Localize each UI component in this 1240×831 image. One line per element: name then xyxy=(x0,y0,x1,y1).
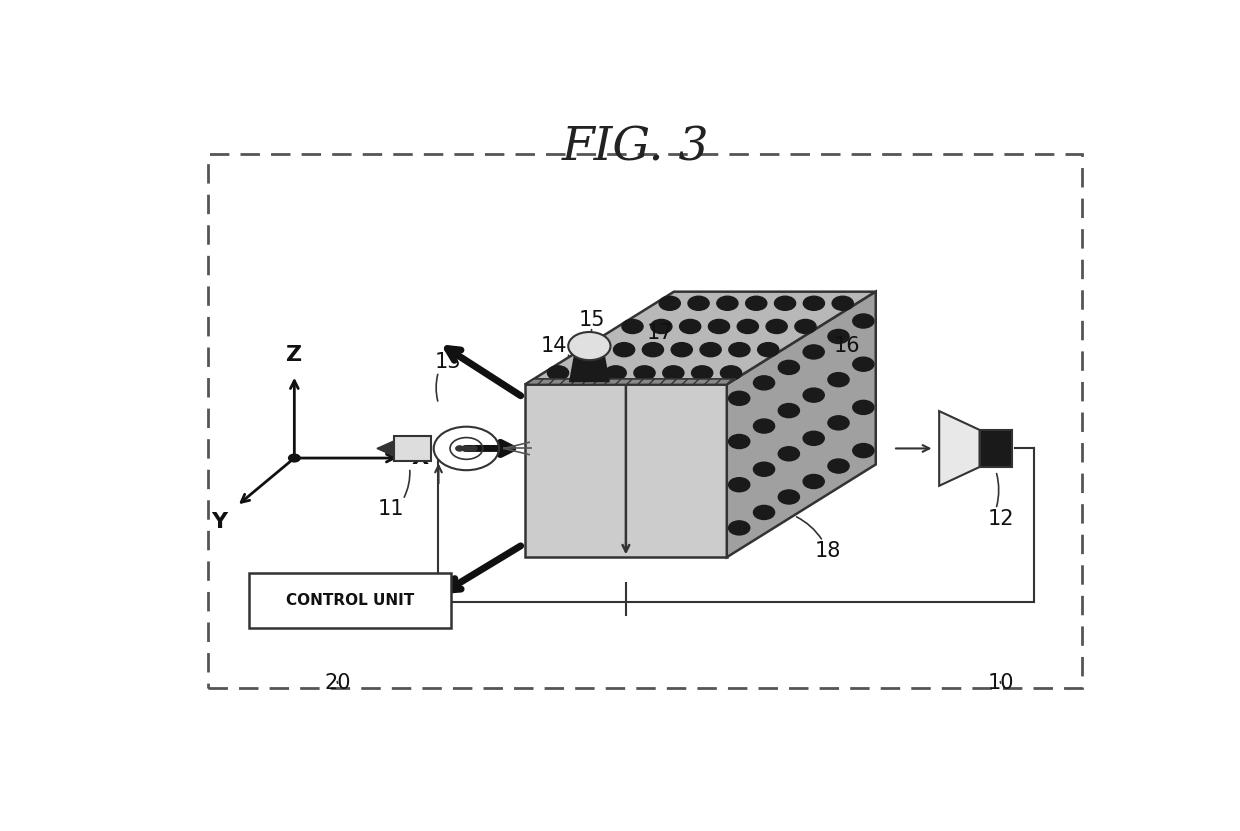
Circle shape xyxy=(708,319,729,333)
Text: 20: 20 xyxy=(325,673,351,693)
Circle shape xyxy=(577,366,598,380)
Circle shape xyxy=(614,342,635,356)
Circle shape xyxy=(853,444,874,458)
Circle shape xyxy=(828,416,849,430)
Circle shape xyxy=(738,319,759,333)
Circle shape xyxy=(804,388,825,402)
Bar xyxy=(980,430,1012,467)
Text: 13: 13 xyxy=(435,352,461,372)
Circle shape xyxy=(680,319,701,333)
Circle shape xyxy=(832,296,853,310)
Circle shape xyxy=(729,521,750,535)
Polygon shape xyxy=(727,292,875,558)
Circle shape xyxy=(779,490,800,504)
Circle shape xyxy=(804,431,825,445)
Circle shape xyxy=(745,296,766,310)
Circle shape xyxy=(642,342,663,356)
Circle shape xyxy=(585,342,606,356)
Circle shape xyxy=(853,401,874,415)
Circle shape xyxy=(754,419,775,433)
Circle shape xyxy=(671,342,692,356)
Circle shape xyxy=(289,455,300,462)
Circle shape xyxy=(717,296,738,310)
Circle shape xyxy=(688,296,709,310)
Polygon shape xyxy=(525,379,735,385)
Text: Z: Z xyxy=(286,345,303,366)
Text: 16: 16 xyxy=(833,336,861,356)
Circle shape xyxy=(622,319,644,333)
Circle shape xyxy=(692,366,713,380)
Text: FIG. 3: FIG. 3 xyxy=(562,125,709,170)
Text: 14: 14 xyxy=(541,336,567,356)
Circle shape xyxy=(456,446,464,451)
Circle shape xyxy=(754,376,775,390)
Circle shape xyxy=(729,435,750,449)
Text: 10: 10 xyxy=(987,673,1014,693)
Text: 15: 15 xyxy=(579,311,605,331)
Text: 17: 17 xyxy=(646,323,673,343)
Circle shape xyxy=(720,366,742,380)
Circle shape xyxy=(804,345,825,359)
Circle shape xyxy=(660,296,681,310)
Polygon shape xyxy=(525,292,875,385)
Text: 18: 18 xyxy=(815,541,841,561)
Circle shape xyxy=(651,319,672,333)
Circle shape xyxy=(701,342,722,356)
Circle shape xyxy=(469,446,477,451)
Circle shape xyxy=(804,296,825,310)
Circle shape xyxy=(828,459,849,473)
Circle shape xyxy=(729,391,750,406)
Circle shape xyxy=(754,462,775,476)
Circle shape xyxy=(766,319,787,333)
Circle shape xyxy=(634,366,655,380)
Circle shape xyxy=(853,357,874,371)
Bar xyxy=(394,436,430,460)
Circle shape xyxy=(779,404,800,418)
Circle shape xyxy=(662,366,684,380)
Circle shape xyxy=(779,361,800,375)
Circle shape xyxy=(754,505,775,519)
Circle shape xyxy=(828,372,849,386)
Text: X: X xyxy=(412,448,429,468)
Text: 12: 12 xyxy=(987,509,1014,529)
Circle shape xyxy=(463,446,470,451)
Text: Y: Y xyxy=(211,513,227,533)
Text: 11: 11 xyxy=(377,499,404,519)
Polygon shape xyxy=(939,411,980,486)
Circle shape xyxy=(775,296,796,310)
Circle shape xyxy=(804,475,825,489)
Polygon shape xyxy=(377,440,394,456)
Circle shape xyxy=(547,366,569,380)
Polygon shape xyxy=(525,385,727,558)
Text: CONTROL UNIT: CONTROL UNIT xyxy=(286,593,414,608)
Circle shape xyxy=(729,478,750,492)
Polygon shape xyxy=(570,346,609,381)
Circle shape xyxy=(729,342,750,356)
Circle shape xyxy=(758,342,779,356)
Circle shape xyxy=(605,366,626,380)
Circle shape xyxy=(853,314,874,328)
FancyBboxPatch shape xyxy=(249,573,451,627)
Circle shape xyxy=(828,329,849,343)
Circle shape xyxy=(795,319,816,333)
Circle shape xyxy=(568,332,610,360)
Circle shape xyxy=(779,447,800,461)
